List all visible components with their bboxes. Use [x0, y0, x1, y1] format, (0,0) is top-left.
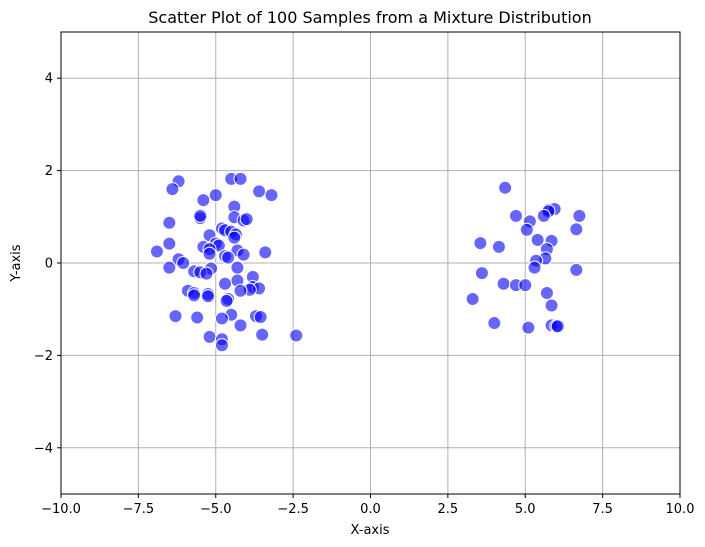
- scatter-point: [233, 318, 248, 333]
- axis-ticks: −10.0 −7.5 −5.0 −2.5 0.0 2.5 5.0 7.5 10.0 −4 −2 0 2 4: [34, 72, 695, 517]
- scatter-point: [487, 316, 502, 331]
- scatter-point: [202, 329, 217, 344]
- scatter-point: [149, 244, 164, 259]
- scatter-point: [498, 180, 513, 195]
- scatter-point: [202, 246, 217, 261]
- x-tick-label: 2.5: [438, 502, 459, 517]
- scatter-point: [569, 262, 584, 277]
- scatter-point: [221, 250, 236, 265]
- scatter-point: [193, 208, 208, 223]
- x-tick-label: −5.0: [200, 502, 232, 517]
- scatter-point: [214, 338, 229, 353]
- scatter-point: [233, 283, 248, 298]
- scatter-point: [239, 212, 254, 227]
- y-tick-label: 4: [45, 72, 53, 87]
- y-tick-label: −4: [34, 441, 53, 456]
- scatter-point: [508, 208, 523, 223]
- scatter-point: [289, 328, 304, 343]
- scatter-point: [187, 288, 202, 303]
- scatter-point: [230, 260, 245, 275]
- x-tick-label: −10.0: [41, 502, 81, 517]
- scatter-point: [190, 310, 205, 325]
- scatter-point: [550, 319, 565, 334]
- scatter-point: [521, 320, 536, 335]
- scatter-point: [219, 293, 234, 308]
- scatter-point: [168, 309, 183, 324]
- scatter-point: [539, 286, 554, 301]
- scatter-point: [491, 239, 506, 254]
- scatter-point: [233, 171, 248, 186]
- scatter-point: [162, 260, 177, 275]
- y-axis-title: Y-axis: [9, 244, 24, 282]
- scatter-point: [236, 247, 251, 262]
- x-axis-title: X-axis: [351, 523, 390, 538]
- scatter-point: [518, 278, 533, 293]
- scatter-point: [496, 276, 511, 291]
- x-tick-label: 10.0: [666, 502, 695, 517]
- scatter-point: [201, 289, 216, 304]
- x-tick-label: −2.5: [277, 502, 309, 517]
- scatter-point: [569, 222, 584, 237]
- scatter-point: [196, 193, 211, 208]
- scatter-point: [264, 188, 279, 203]
- chart-title: Scatter Plot of 100 Samples from a Mixtu…: [148, 8, 591, 27]
- scatter-point: [227, 230, 242, 245]
- scatter-point: [253, 310, 268, 325]
- scatter-point: [519, 222, 534, 237]
- x-tick-label: −7.5: [123, 502, 155, 517]
- scatter-point: [572, 208, 587, 223]
- scatter-point: [474, 266, 489, 281]
- y-tick-label: −2: [34, 349, 53, 364]
- y-tick-label: 0: [45, 257, 53, 272]
- x-tick-label: 7.5: [592, 502, 613, 517]
- scatter-point: [258, 245, 273, 260]
- scatter-point: [544, 298, 559, 313]
- scatter-point: [218, 276, 233, 291]
- scatter-point: [208, 188, 223, 203]
- x-tick-label: 0.0: [360, 502, 381, 517]
- scatter-point: [199, 266, 214, 281]
- scatter-point: [162, 215, 177, 230]
- scatter-point: [162, 236, 177, 251]
- data-points: [149, 171, 587, 353]
- scatter-point: [255, 327, 270, 342]
- scatter-point: [176, 256, 191, 270]
- x-tick-label: 5.0: [515, 502, 536, 517]
- scatter-point: [165, 182, 180, 197]
- scatter-point: [536, 208, 551, 223]
- scatter-point: [473, 236, 488, 251]
- y-tick-label: 2: [45, 164, 53, 179]
- scatter-point: [252, 184, 267, 199]
- scatter-point: [465, 292, 480, 307]
- scatter-point: [530, 232, 545, 247]
- scatter-point: [214, 311, 229, 326]
- scatter-point: [527, 260, 542, 275]
